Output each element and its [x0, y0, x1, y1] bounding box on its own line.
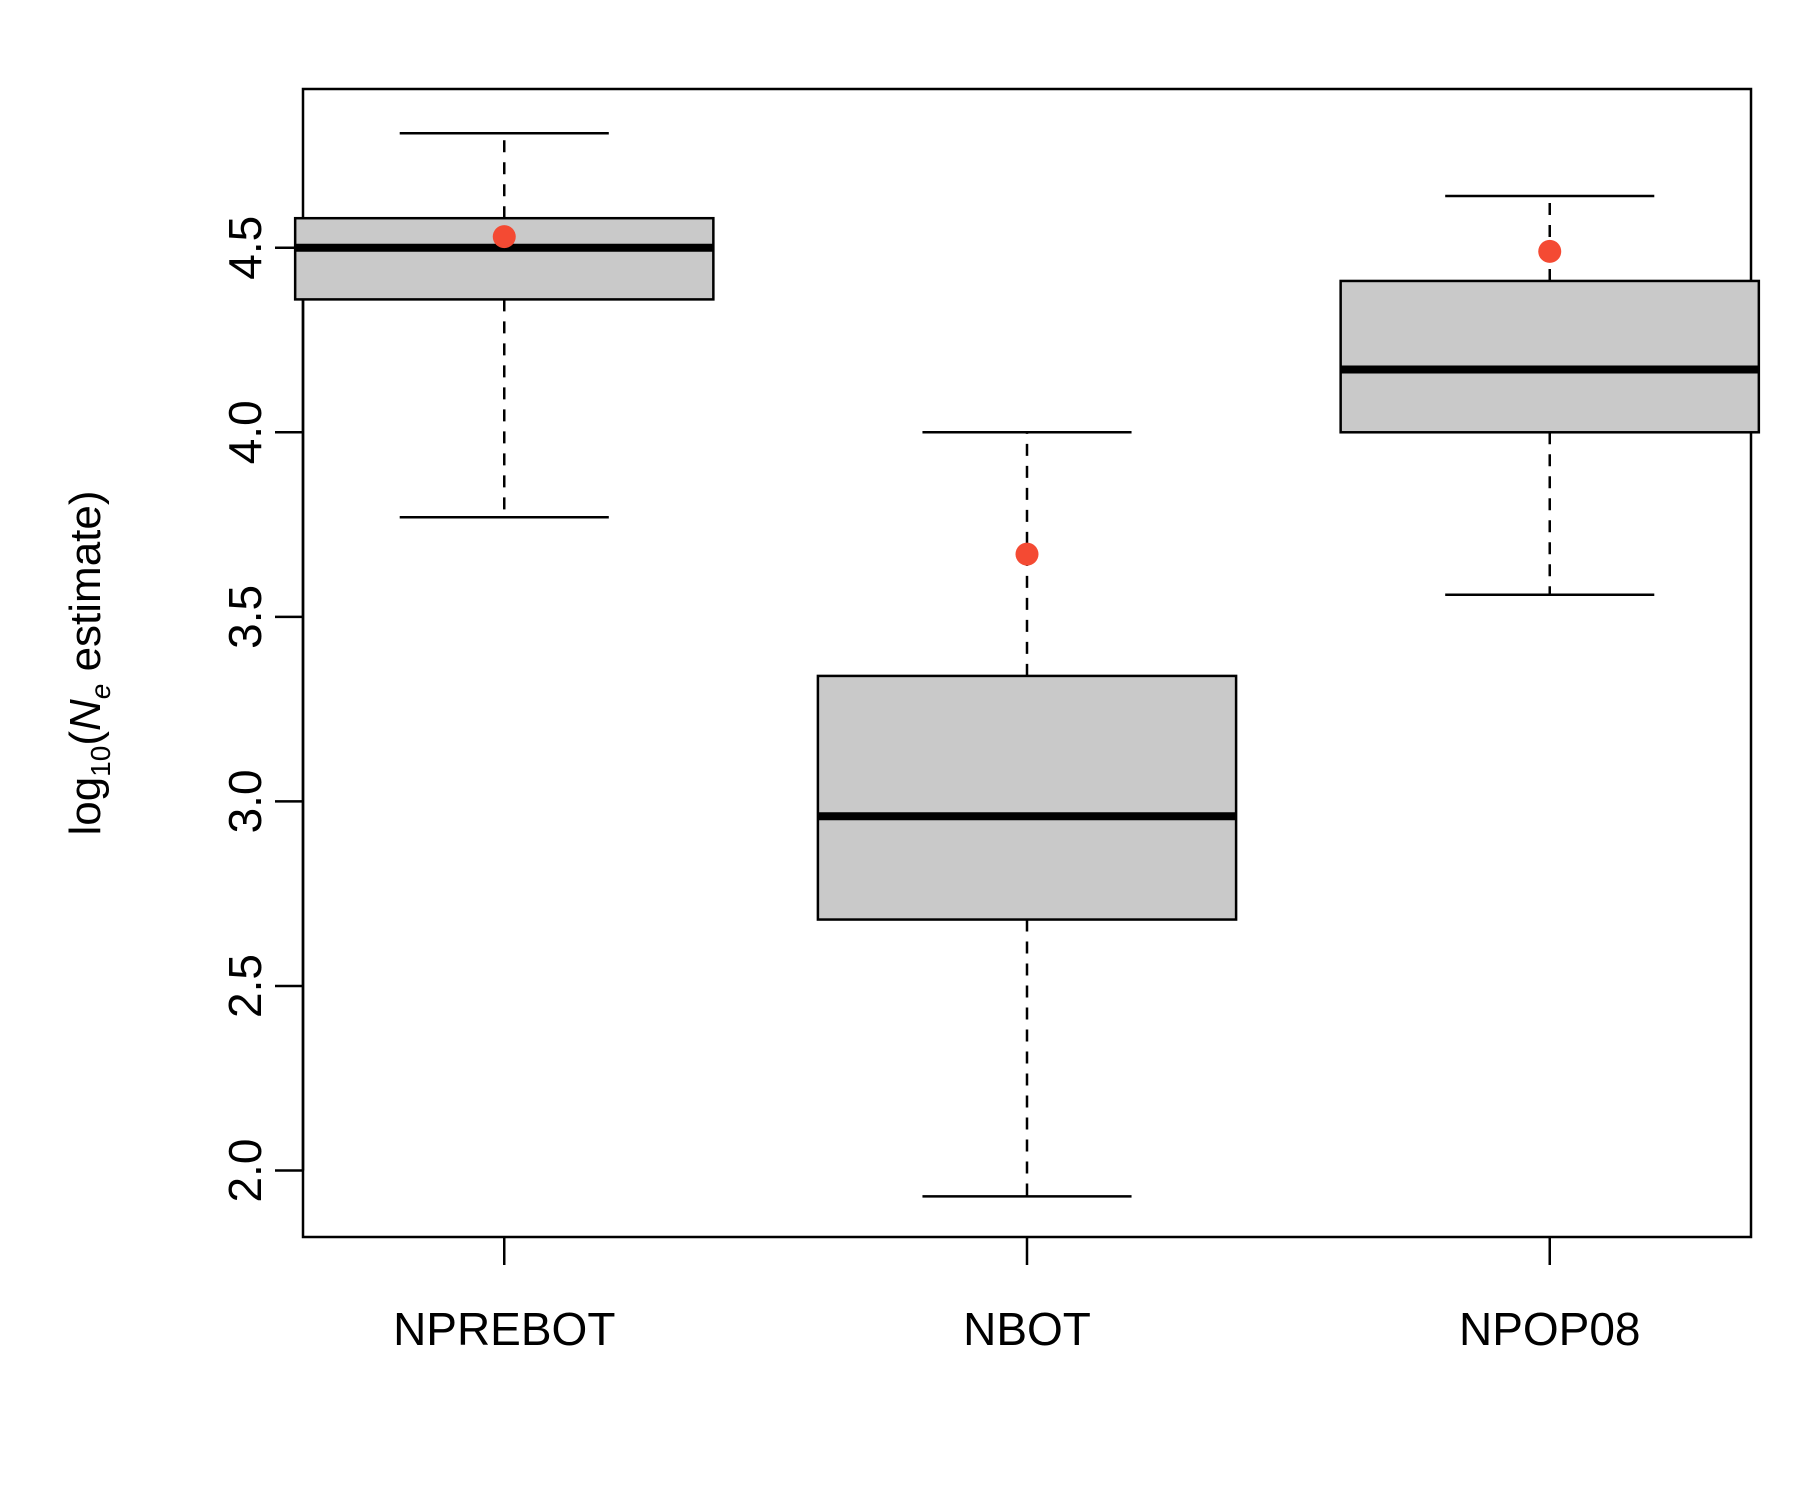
estimate-point: [1538, 239, 1562, 263]
y-tick-label: 3.0: [219, 769, 271, 833]
box-group-nprebot: [293, 132, 715, 519]
y-label-prefix: log: [61, 777, 110, 836]
x-axis: NPREBOT NBOT NPOP08: [393, 1237, 1641, 1355]
box-body: [1339, 279, 1761, 434]
y-label-subscript: 10: [85, 746, 116, 777]
y-axis-label: log10(Ne estimate): [61, 490, 116, 835]
box-group-nbot: [816, 431, 1238, 1198]
y-label-variable-subscript: e: [85, 684, 116, 700]
x-tick-label: NBOT: [963, 1303, 1091, 1355]
estimate-point: [1015, 542, 1039, 566]
y-tick-label: 2.0: [219, 1139, 271, 1203]
y-axis: 2.0 2.5 3.0 3.5 4.0 4.5: [219, 216, 305, 1203]
y-tick-label: 4.5: [219, 216, 271, 280]
estimate-point: [492, 225, 516, 249]
box-group-npop08: [1339, 194, 1761, 596]
x-tick-label: NPREBOT: [393, 1303, 615, 1355]
y-label-open: (: [61, 731, 110, 746]
boxes-group: [293, 132, 1761, 1198]
y-tick-label: 2.5: [219, 954, 271, 1018]
y-tick-label: 3.5: [219, 585, 271, 649]
y-label-variable: N: [61, 699, 110, 731]
x-tick-label: NPOP08: [1459, 1303, 1641, 1355]
y-label-suffix: estimate): [61, 490, 110, 683]
y-tick-label: 4.0: [219, 400, 271, 464]
box-body: [816, 674, 1238, 921]
